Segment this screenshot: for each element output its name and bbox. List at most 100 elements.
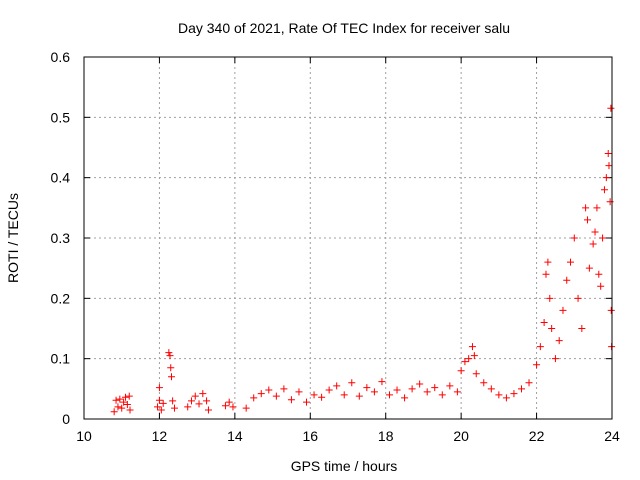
data-point bbox=[431, 384, 439, 392]
data-point bbox=[123, 401, 131, 409]
data-point bbox=[370, 388, 378, 396]
data-point bbox=[154, 403, 162, 411]
x-tick-label: 14 bbox=[227, 428, 243, 444]
data-point bbox=[393, 386, 401, 394]
data-point bbox=[540, 318, 548, 326]
data-point bbox=[191, 392, 199, 400]
data-point bbox=[155, 396, 163, 404]
data-point bbox=[582, 204, 590, 212]
data-point bbox=[597, 282, 605, 290]
data-point bbox=[416, 380, 424, 388]
data-point bbox=[363, 384, 371, 392]
axes: 10 12 14 16 18 20 22 24 0 0.1 0.2 0.3 0.4 0.5 0.6 bbox=[51, 49, 620, 444]
data-point bbox=[583, 216, 591, 224]
data-point bbox=[120, 398, 128, 406]
data-point bbox=[250, 394, 258, 402]
data-point bbox=[525, 379, 533, 387]
data-point bbox=[533, 361, 541, 369]
y-tick-label: 0.5 bbox=[51, 109, 71, 125]
data-point bbox=[121, 393, 129, 401]
plot-frame bbox=[83, 56, 613, 420]
x-tick-label: 10 bbox=[76, 428, 92, 444]
data-point bbox=[204, 406, 212, 414]
data-point bbox=[461, 358, 469, 366]
data-point bbox=[480, 379, 488, 387]
data-point bbox=[465, 355, 473, 363]
data-point bbox=[310, 391, 318, 399]
data-point bbox=[378, 378, 386, 386]
x-tick-label: 18 bbox=[378, 428, 394, 444]
data-point bbox=[280, 385, 288, 393]
data-point bbox=[229, 403, 237, 411]
data-point bbox=[257, 390, 265, 398]
data-point bbox=[287, 396, 295, 404]
data-point bbox=[502, 394, 510, 402]
data-point bbox=[423, 388, 431, 396]
data-point bbox=[602, 174, 610, 182]
data-point bbox=[114, 403, 122, 411]
data-point bbox=[585, 264, 593, 272]
data-point bbox=[589, 240, 597, 248]
data-point bbox=[574, 294, 582, 302]
data-point bbox=[340, 391, 348, 399]
data-point bbox=[125, 392, 133, 400]
data-point bbox=[546, 294, 554, 302]
data-point bbox=[607, 306, 615, 314]
data-point bbox=[472, 370, 480, 378]
data-points bbox=[110, 104, 616, 416]
data-point bbox=[126, 406, 134, 414]
data-point bbox=[551, 355, 559, 363]
data-point bbox=[110, 408, 118, 416]
x-tick-label: 12 bbox=[152, 428, 168, 444]
y-tick-label: 0.6 bbox=[51, 49, 71, 65]
data-point bbox=[567, 258, 575, 266]
x-axis-title: GPS time / hours bbox=[291, 458, 398, 474]
grid bbox=[84, 57, 612, 419]
data-point bbox=[495, 391, 503, 399]
y-axis-title: ROTI / TECUs bbox=[5, 193, 21, 283]
data-point bbox=[510, 390, 518, 398]
data-point bbox=[295, 388, 303, 396]
data-point bbox=[325, 386, 333, 394]
data-point bbox=[118, 404, 126, 412]
data-point bbox=[385, 391, 393, 399]
data-point bbox=[604, 150, 612, 158]
data-point bbox=[555, 337, 563, 345]
data-point bbox=[446, 382, 454, 390]
data-point bbox=[184, 403, 192, 411]
data-point bbox=[221, 402, 229, 410]
data-point bbox=[318, 393, 326, 401]
data-point bbox=[169, 397, 177, 405]
data-point bbox=[265, 386, 273, 394]
data-point bbox=[593, 204, 601, 212]
data-point bbox=[591, 228, 599, 236]
data-point bbox=[199, 390, 207, 398]
data-point bbox=[401, 394, 409, 402]
data-point bbox=[408, 385, 416, 393]
x-tick-label: 24 bbox=[604, 428, 620, 444]
data-point bbox=[542, 270, 550, 278]
data-point bbox=[438, 391, 446, 399]
data-point bbox=[165, 349, 173, 357]
data-point bbox=[544, 258, 552, 266]
data-point bbox=[536, 343, 544, 351]
data-point bbox=[457, 367, 465, 375]
data-point bbox=[563, 276, 571, 284]
data-point bbox=[157, 406, 165, 414]
data-point bbox=[187, 397, 195, 405]
y-tick-label: 0.1 bbox=[51, 351, 71, 367]
x-tick-label: 20 bbox=[453, 428, 469, 444]
data-point bbox=[487, 385, 495, 393]
data-point bbox=[167, 364, 175, 372]
data-point bbox=[595, 270, 603, 278]
data-point bbox=[333, 382, 341, 390]
data-point bbox=[355, 392, 363, 400]
x-tick-label: 22 bbox=[529, 428, 545, 444]
data-point bbox=[171, 404, 179, 412]
data-point bbox=[112, 396, 120, 404]
data-point bbox=[599, 234, 607, 242]
y-tick-label: 0.2 bbox=[51, 290, 71, 306]
data-point bbox=[470, 352, 478, 360]
